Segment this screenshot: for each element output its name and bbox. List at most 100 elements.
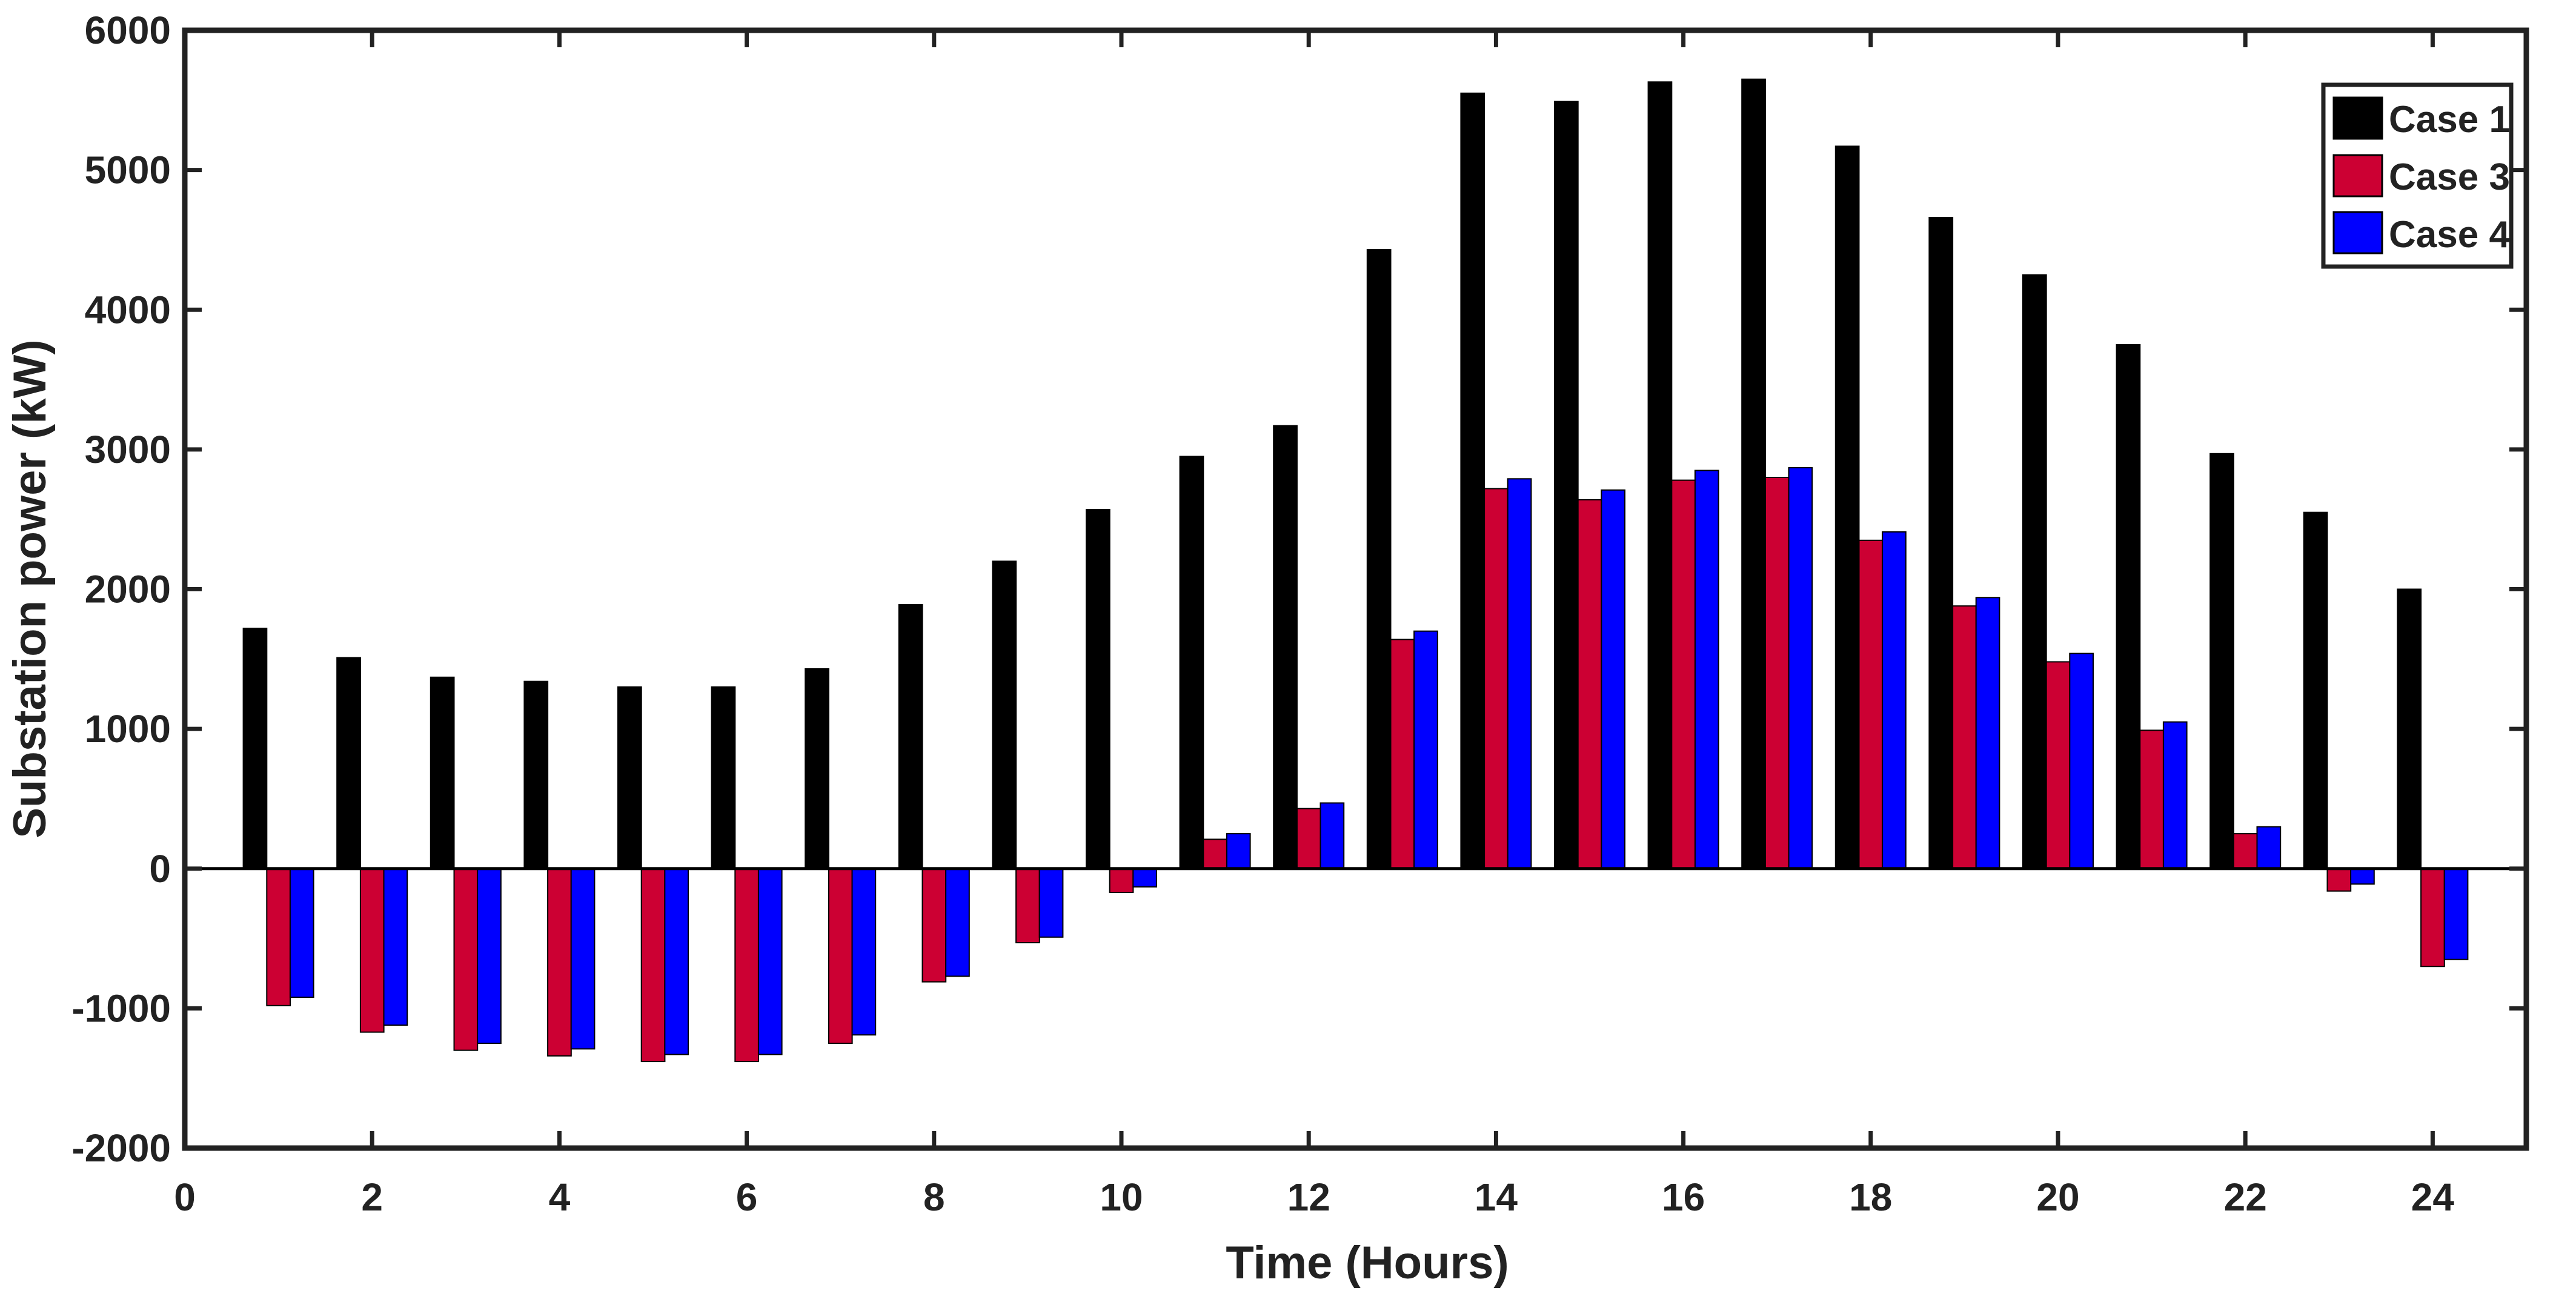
bar-case-1-hour-3 xyxy=(430,676,455,869)
bar-case-1-hour-6 xyxy=(711,686,736,869)
y-tick-label-6000: 6000 xyxy=(85,8,171,52)
bar-case-1-hour-12 xyxy=(1273,425,1298,869)
bar-case-4-hour-20 xyxy=(2069,652,2094,869)
y-tick-label--1000: -1000 xyxy=(71,986,171,1030)
bar-case-3-hour-11 xyxy=(1203,838,1228,869)
bar-case-4-hour-7 xyxy=(851,868,877,1036)
bar-case-1-hour-15 xyxy=(1554,101,1579,869)
bar-case-3-hour-18 xyxy=(1858,539,1884,869)
bar-case-3-hour-4 xyxy=(547,868,572,1057)
bar-case-4-hour-9 xyxy=(1038,868,1064,938)
bar-case-1-hour-9 xyxy=(992,560,1017,869)
bar-case-4-hour-1 xyxy=(289,868,314,998)
bar-case-3-hour-13 xyxy=(1390,639,1415,869)
bar-case-1-hour-19 xyxy=(1928,217,1954,869)
bar-case-3-hour-24 xyxy=(2420,868,2445,968)
bar-case-4-hour-17 xyxy=(1788,467,1813,869)
bar-case-3-hour-1 xyxy=(266,868,291,1006)
bar-case-4-hour-19 xyxy=(1975,597,2000,869)
x-tick-label-2: 2 xyxy=(361,1175,383,1219)
x-tick-label-22: 22 xyxy=(2224,1175,2267,1219)
x-tick-label-16: 16 xyxy=(1662,1175,1705,1219)
y-axis-label: Substation power (kW) xyxy=(4,339,56,838)
y-tick-label--2000: -2000 xyxy=(71,1126,171,1170)
x-axis-label: Time (Hours) xyxy=(1226,1237,1509,1289)
bar-case-3-hour-6 xyxy=(734,868,760,1063)
bar-case-4-hour-4 xyxy=(570,868,596,1050)
bar-case-4-hour-23 xyxy=(2350,868,2375,885)
plot-background xyxy=(185,30,2526,1148)
x-tick-label-20: 20 xyxy=(2036,1175,2079,1219)
bar-case-1-hour-22 xyxy=(2209,453,2234,869)
bar-case-3-hour-22 xyxy=(2232,833,2258,869)
bar-case-4-hour-12 xyxy=(1320,802,1345,869)
y-axis-ticks: -2000 -1000 0 1000 2000 3000 4000 5000 6000 xyxy=(71,8,2526,1170)
legend: Case 1 Case 3 Case 4 xyxy=(2321,82,2514,269)
bar-case-1-hour-2 xyxy=(336,657,361,869)
bar-case-4-hour-6 xyxy=(757,868,783,1055)
bar-case-4-hour-21 xyxy=(2162,721,2188,869)
bar-case-4-hour-2 xyxy=(383,868,408,1026)
x-tick-label-6: 6 xyxy=(736,1175,758,1219)
x-tick-label-8: 8 xyxy=(923,1175,945,1219)
bar-case-4-hour-5 xyxy=(664,868,689,1055)
bar-case-3-hour-3 xyxy=(453,868,479,1051)
bar-case-1-hour-18 xyxy=(1834,145,1860,869)
bar-case-4-hour-14 xyxy=(1507,478,1532,869)
bar-case-4-hour-15 xyxy=(1601,489,1626,869)
x-axis-ticks: 0 2 4 6 8 10 12 14 16 18 20 22 24 xyxy=(174,30,2454,1219)
bar-case-4-hour-16 xyxy=(1694,470,1719,869)
bar-case-3-hour-21 xyxy=(2139,729,2165,869)
bar-case-1-hour-11 xyxy=(1179,456,1204,869)
x-tick-label-24: 24 xyxy=(2411,1175,2455,1219)
y-tick-label-1000: 1000 xyxy=(85,707,171,751)
bar-case-1-hour-5 xyxy=(617,686,642,869)
y-tick-label-4000: 4000 xyxy=(85,288,171,331)
y-tick-label-0: 0 xyxy=(149,847,171,891)
x-tick-label-14: 14 xyxy=(1475,1175,1518,1219)
bar-case-1-hour-1 xyxy=(242,628,268,869)
bar-case-4-hour-11 xyxy=(1226,833,1251,869)
bar-case-3-hour-8 xyxy=(921,868,947,983)
bar-case-1-hour-8 xyxy=(898,603,923,869)
legend-label-case-3: Case 3 xyxy=(2389,156,2510,198)
bar-case-4-hour-18 xyxy=(1882,531,1907,869)
bar-case-3-hour-5 xyxy=(640,868,666,1063)
bar-case-1-hour-13 xyxy=(1366,249,1392,869)
x-tick-label-10: 10 xyxy=(1100,1175,1143,1219)
legend-label-case-4: Case 4 xyxy=(2389,214,2510,256)
y-tick-label-3000: 3000 xyxy=(85,428,171,471)
bar-case-3-hour-19 xyxy=(1952,605,1977,869)
bar-case-1-hour-4 xyxy=(523,680,549,869)
bar-case-1-hour-7 xyxy=(805,668,829,869)
bar-case-1-hour-24 xyxy=(2397,588,2422,869)
bar-case-1-hour-14 xyxy=(1460,92,1486,869)
bar-case-1-hour-17 xyxy=(1741,78,1766,869)
bar-case-4-hour-22 xyxy=(2256,826,2282,869)
bar-case-4-hour-8 xyxy=(945,868,970,977)
legend-swatch-case-4 xyxy=(2332,211,2383,254)
bar-case-1-hour-20 xyxy=(2022,274,2047,869)
bar-case-4-hour-3 xyxy=(477,868,502,1044)
y-tick-label-2000: 2000 xyxy=(85,568,171,611)
bar-case-3-hour-9 xyxy=(1015,868,1040,944)
bar-case-3-hour-20 xyxy=(2045,661,2071,869)
bar-case-4-hour-10 xyxy=(1132,868,1158,888)
bars-layer xyxy=(242,78,2469,1063)
x-tick-label-18: 18 xyxy=(1849,1175,1892,1219)
bar-case-1-hour-23 xyxy=(2303,511,2328,869)
legend-swatch-case-1 xyxy=(2332,96,2383,140)
x-tick-label-12: 12 xyxy=(1287,1175,1330,1219)
bar-case-3-hour-14 xyxy=(1484,488,1509,869)
bar-case-3-hour-16 xyxy=(1671,479,1696,869)
bar-case-3-hour-12 xyxy=(1296,808,1321,869)
bar-case-3-hour-15 xyxy=(1577,499,1602,869)
bar-case-1-hour-10 xyxy=(1086,509,1110,869)
bar-case-3-hour-10 xyxy=(1109,868,1134,894)
x-tick-label-4: 4 xyxy=(549,1175,571,1219)
x-tick-label-0: 0 xyxy=(174,1175,196,1219)
bar-case-4-hour-24 xyxy=(2443,868,2469,960)
bar-case-3-hour-17 xyxy=(1764,477,1790,869)
